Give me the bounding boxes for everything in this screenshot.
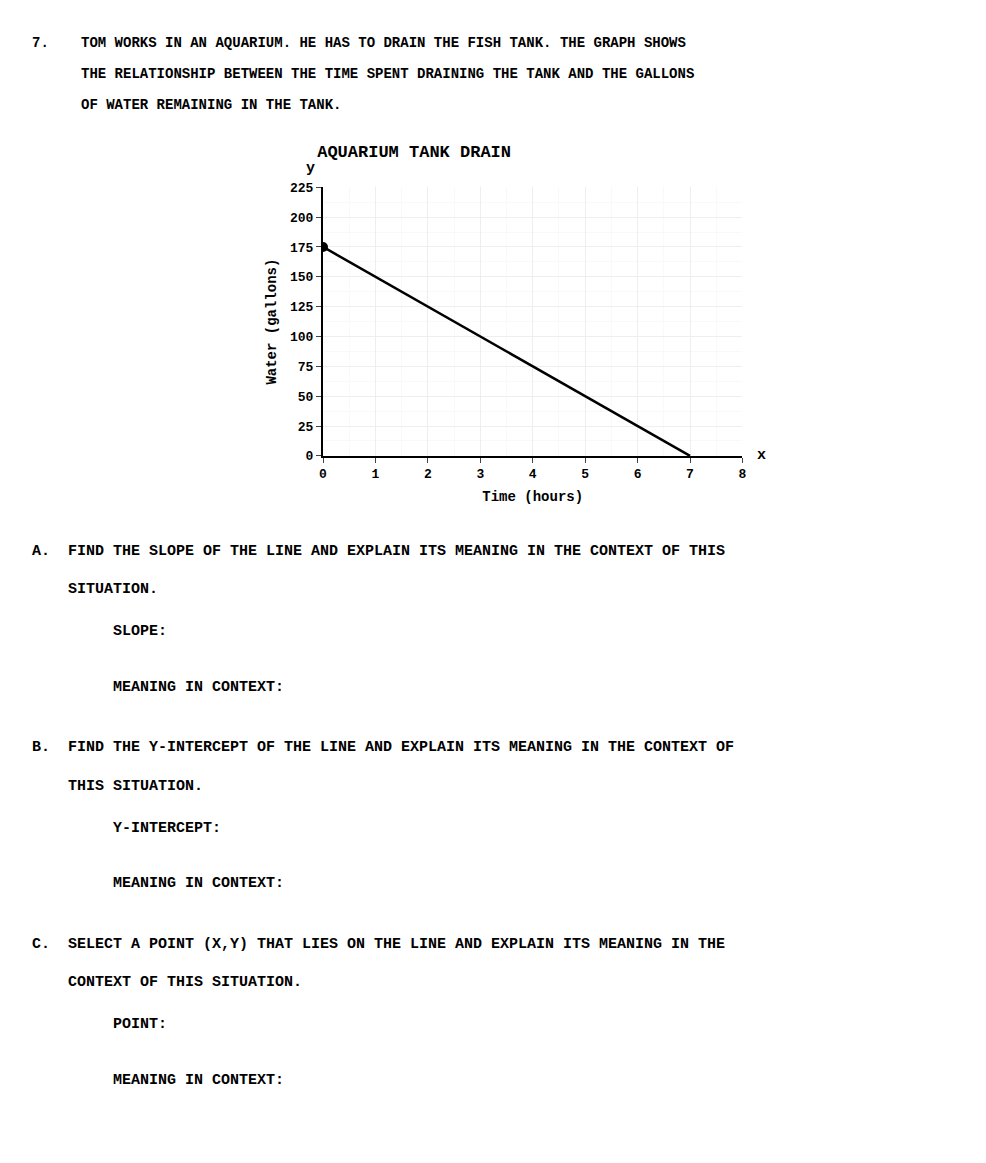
svg-text:SLOPE:: SLOPE:: [32, 623, 167, 640]
svg-text:4: 4: [529, 467, 537, 482]
svg-text:POINT:: POINT:: [32, 1016, 167, 1033]
svg-text:MEANING IN CONTEXT:: MEANING IN CONTEXT:: [32, 875, 284, 892]
svg-text:CONTEXT OF THIS SITUATION.: CONTEXT OF THIS SITUATION.: [32, 974, 302, 991]
svg-text:5: 5: [581, 467, 589, 482]
svg-text:Time (hours): Time (hours): [482, 489, 583, 505]
svg-text:TOM WORKS IN AN AQUARIUM. HE H: TOM WORKS IN AN AQUARIUM. HE HAS TO DRAI…: [81, 35, 686, 51]
svg-text:2: 2: [424, 467, 432, 482]
svg-text:THE RELATIONSHIP BETWEEN THE T: THE RELATIONSHIP BETWEEN THE TIME SPENT …: [81, 66, 694, 82]
svg-text:MEANING IN CONTEXT:: MEANING IN CONTEXT:: [32, 1072, 284, 1089]
svg-text:SITUATION.: SITUATION.: [32, 581, 158, 598]
svg-text:7.: 7.: [32, 35, 49, 51]
svg-text:175: 175: [290, 240, 314, 255]
svg-text:y: y: [306, 160, 315, 177]
svg-text:MEANING IN CONTEXT:: MEANING IN CONTEXT:: [32, 679, 284, 696]
svg-text:A. FIND THE SLOPE OF THE LINE: A. FIND THE SLOPE OF THE LINE AND EXPLAI…: [32, 543, 725, 560]
svg-text:B. FIND THE Y-INTERCEPT OF TH: B. FIND THE Y-INTERCEPT OF THE LINE AND …: [32, 739, 734, 756]
svg-text:50: 50: [298, 390, 314, 405]
svg-text:Water (gallons): Water (gallons): [264, 259, 280, 385]
svg-text:150: 150: [290, 270, 314, 285]
svg-text:C. SELECT A POINT (X,Y) THAT: C. SELECT A POINT (X,Y) THAT LIES ON THE…: [32, 936, 725, 953]
svg-text:75: 75: [298, 360, 314, 375]
svg-text:Y-INTERCEPT:: Y-INTERCEPT:: [32, 820, 221, 837]
svg-text:0: 0: [319, 467, 327, 482]
svg-text:THIS SITUATION.: THIS SITUATION.: [32, 778, 203, 795]
svg-text:100: 100: [290, 330, 314, 345]
svg-text:225: 225: [290, 181, 314, 196]
svg-text:7: 7: [686, 467, 694, 482]
svg-text:0: 0: [306, 449, 314, 464]
svg-text:1: 1: [372, 467, 380, 482]
svg-text:3: 3: [476, 467, 484, 482]
svg-text:125: 125: [290, 300, 314, 315]
svg-text:x: x: [757, 447, 766, 464]
svg-text:25: 25: [298, 420, 314, 435]
svg-text:6: 6: [634, 467, 642, 482]
svg-text:OF WATER REMAINING IN THE TANK: OF WATER REMAINING IN THE TANK.: [81, 97, 341, 113]
svg-text:200: 200: [290, 211, 314, 226]
svg-text:AQUARIUM TANK DRAIN: AQUARIUM TANK DRAIN: [317, 143, 511, 162]
svg-text:8: 8: [739, 467, 747, 482]
